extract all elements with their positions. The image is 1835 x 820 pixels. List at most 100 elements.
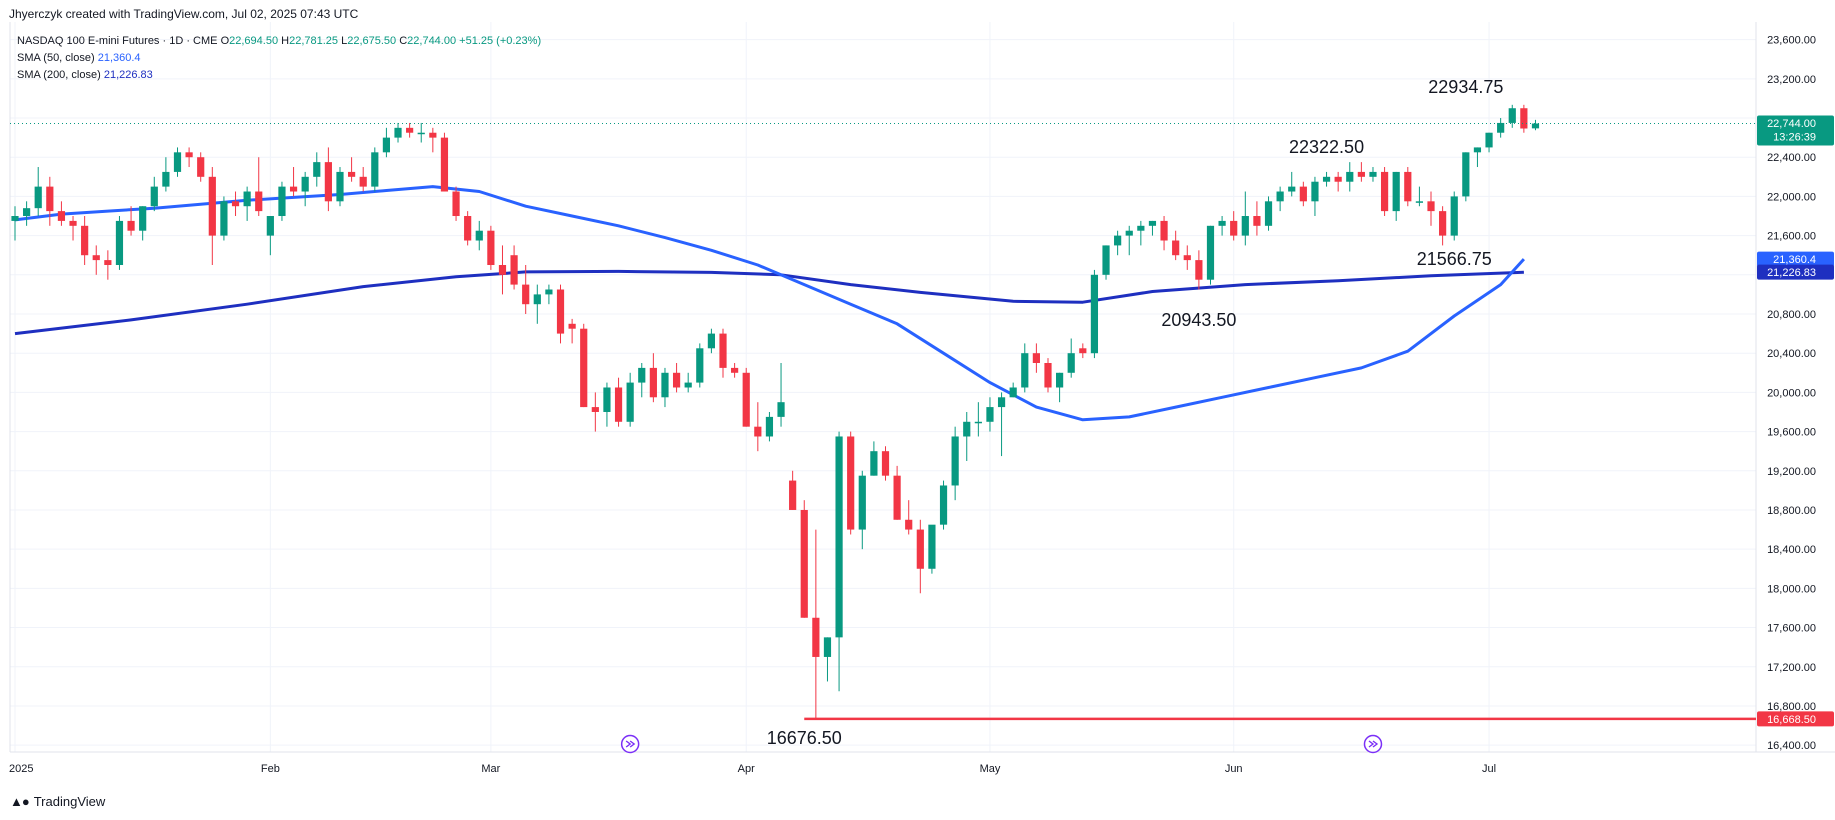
- event-marker-icon[interactable]: [620, 734, 640, 754]
- candle: [1102, 245, 1110, 280]
- candle-body: [719, 333, 727, 368]
- instrument-legend[interactable]: NASDAQ 100 E-mini Futures · 1D · CME O22…: [17, 35, 541, 47]
- price-annotation: 20943.50: [1161, 310, 1236, 330]
- candle-body: [324, 162, 332, 202]
- candle: [464, 211, 472, 246]
- candle-body: [1148, 220, 1157, 226]
- price-label-text: 22,744.00: [1767, 118, 1816, 130]
- price-label-tag: 21,360.4: [1757, 251, 1834, 267]
- candle: [997, 392, 1006, 457]
- price-label-tag: 16,668.50: [1757, 711, 1834, 727]
- candle: [162, 157, 170, 192]
- candle-body: [127, 220, 135, 231]
- candle: [881, 446, 890, 481]
- sma50-series: [14, 185, 1526, 422]
- candle-body: [150, 186, 158, 207]
- candle: [1090, 269, 1099, 359]
- candle-body: [823, 637, 832, 657]
- candle-body: [104, 260, 112, 266]
- candle-body: [1473, 147, 1482, 153]
- candle: [1195, 250, 1203, 290]
- candle-body: [1404, 171, 1412, 202]
- candle: [278, 181, 286, 221]
- candle-body: [1230, 220, 1238, 236]
- candle-body: [452, 191, 460, 217]
- candle: [1218, 216, 1226, 236]
- candle: [11, 206, 19, 241]
- event-markers[interactable]: [620, 734, 1383, 754]
- price-axis[interactable]: 16,400.00 16,800.00 17,200.00 17,600.00 18,0…: [1767, 35, 1816, 753]
- candle-body: [1392, 171, 1400, 212]
- candle: [684, 372, 692, 393]
- candle-body: [185, 152, 193, 158]
- y-tick-label: 20,800.00: [1767, 309, 1816, 321]
- candle: [847, 431, 855, 535]
- sma200-label: SMA (200, close): [17, 69, 101, 81]
- candle: [417, 122, 425, 143]
- candle: [568, 318, 576, 344]
- candle-body: [208, 176, 216, 236]
- price-label-bg: [1757, 115, 1834, 146]
- y-tick-label: 19,600.00: [1767, 427, 1816, 439]
- candle: [498, 245, 507, 295]
- candle-body: [1044, 362, 1052, 388]
- candle: [916, 519, 924, 594]
- candle: [1056, 372, 1064, 403]
- candle: [46, 176, 54, 226]
- candle-body: [11, 216, 19, 221]
- candle: [197, 152, 205, 182]
- y-tick-label: 22,000.00: [1767, 191, 1816, 203]
- tradingview-footer[interactable]: ▲● TradingView: [10, 794, 105, 809]
- candle-body: [382, 137, 391, 153]
- event-marker-icon[interactable]: [1363, 734, 1383, 754]
- grid: [9, 22, 1835, 753]
- sma200-series: [14, 269, 1524, 336]
- candle: [638, 362, 646, 398]
- sma50-legend[interactable]: SMA (50, close) 21,360.4: [17, 52, 141, 64]
- candle: [1380, 167, 1389, 217]
- candle: [324, 147, 332, 212]
- candle: [893, 465, 901, 520]
- candle: [974, 402, 982, 437]
- y-tick-label: 23,200.00: [1767, 74, 1816, 86]
- candle-body: [371, 152, 379, 187]
- candle: [858, 470, 866, 550]
- candle: [313, 152, 321, 187]
- candle-body: [522, 284, 530, 305]
- candle-body: [1206, 225, 1215, 280]
- time-axis[interactable]: 2025 Feb Mar Apr May Jun Jul: [9, 763, 1496, 775]
- price-labels: 22,744.00 13:26:39 21,360.421,226.83 16,668…: [1757, 115, 1834, 727]
- candle-body: [510, 255, 518, 285]
- candle: [1311, 176, 1319, 217]
- candle-body: [754, 426, 762, 437]
- candle: [1172, 230, 1180, 261]
- candle-body: [278, 186, 286, 217]
- candle-body: [162, 171, 170, 187]
- y-tick-label: 21,600.00: [1767, 231, 1816, 243]
- candle: [1357, 162, 1365, 182]
- candle-body: [197, 157, 205, 177]
- candle-body: [231, 201, 240, 207]
- price-label-bg: [1757, 711, 1834, 727]
- sma200-legend[interactable]: SMA (200, close) 21,226.83: [17, 69, 153, 81]
- candle: [104, 250, 112, 280]
- candle: [661, 367, 669, 408]
- price-label-text: 16,668.50: [1767, 714, 1816, 726]
- candle: [1299, 181, 1307, 207]
- candle-body: [220, 201, 228, 236]
- tradingview-logo-icon: ▲●: [10, 794, 30, 809]
- y-tick-label: 17,600.00: [1767, 623, 1816, 635]
- candle: [614, 377, 623, 427]
- candle: [626, 372, 634, 427]
- sma50-label: SMA (50, close): [17, 52, 95, 64]
- price-label-tag: 21,226.83: [1757, 264, 1834, 280]
- sma50-value: 21,360.4: [97, 52, 141, 64]
- candle: [789, 470, 797, 510]
- candle: [1497, 118, 1505, 138]
- candle-body: [173, 152, 182, 172]
- candle: [533, 284, 541, 324]
- candle-body: [696, 348, 704, 383]
- candle: [266, 216, 274, 256]
- candle-body: [1276, 191, 1284, 202]
